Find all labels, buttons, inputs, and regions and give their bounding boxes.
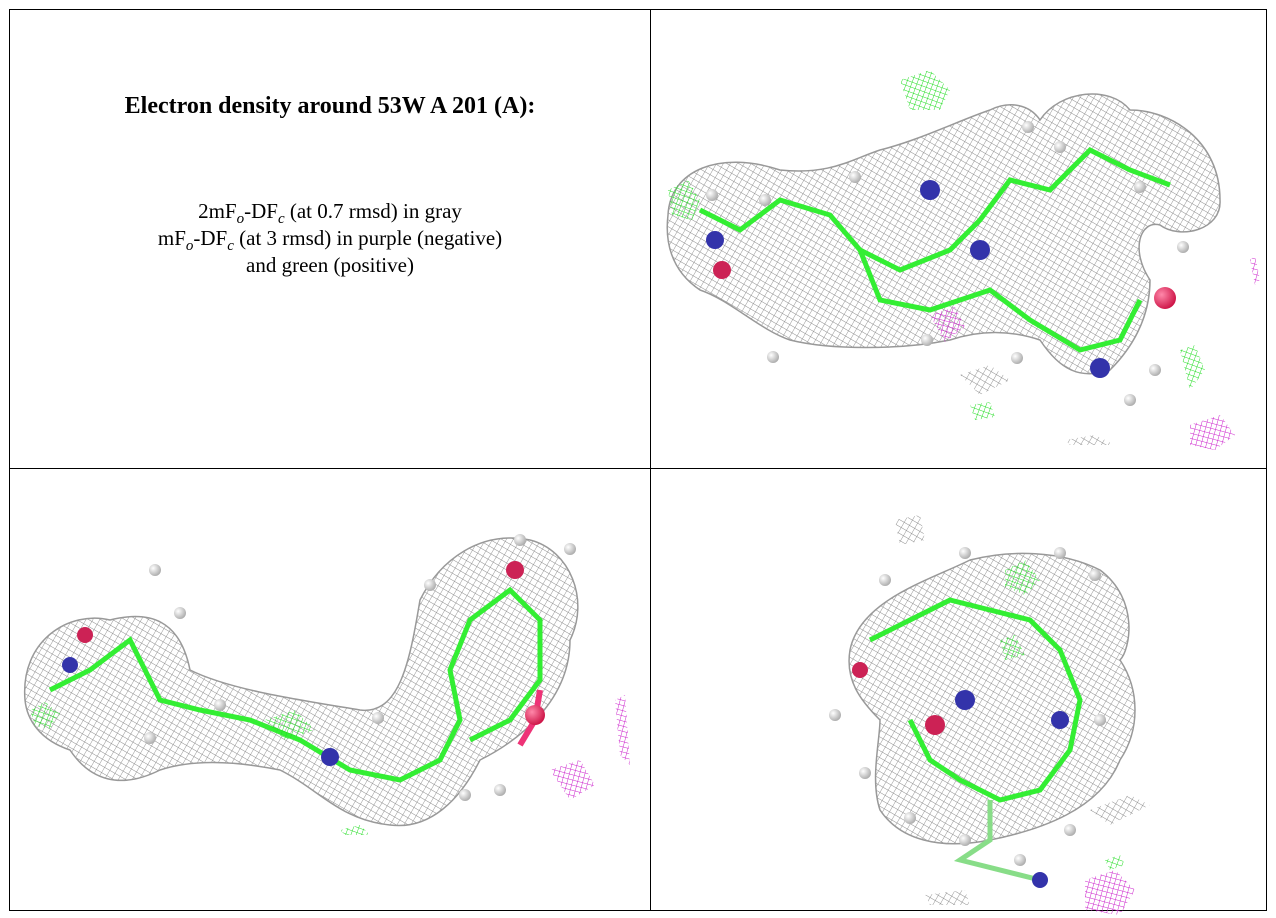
density-panel: [829, 515, 1150, 915]
subscript: o: [237, 211, 245, 227]
caption-text: (at 0.7 rmsd) in gray: [285, 199, 463, 223]
caption-text: 2mF: [198, 199, 237, 223]
caption-text: (at 3 rmsd) in purple (negative): [234, 226, 502, 250]
density-panel: [666, 70, 1260, 450]
caption-line: 2mFo-DFc (at 0.7 rmsd) in gray: [198, 199, 462, 227]
table-frame: [9, 9, 1267, 911]
caption-text: -DF: [193, 226, 227, 250]
caption-line: mFo-DFc (at 3 rmsd) in purple (negative): [158, 226, 502, 254]
subscript: c: [227, 238, 234, 254]
subscript: o: [186, 238, 194, 254]
caption-text: -DF: [244, 199, 278, 223]
subscript: c: [278, 211, 285, 227]
caption-line: and green (positive): [246, 253, 414, 277]
caption-text: mF: [158, 226, 186, 250]
title: Electron density around 53W A 201 (A):: [125, 93, 536, 119]
caption-text: and green (positive): [246, 253, 414, 277]
density-panel: [24, 534, 630, 835]
